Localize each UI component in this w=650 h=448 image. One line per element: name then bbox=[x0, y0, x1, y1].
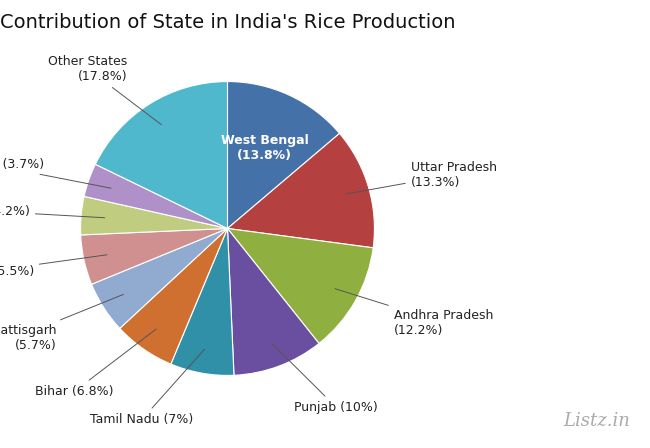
Wedge shape bbox=[96, 82, 228, 228]
Title: Contribution of State in India's Rice Production: Contribution of State in India's Rice Pr… bbox=[0, 13, 455, 32]
Wedge shape bbox=[171, 228, 234, 375]
Wedge shape bbox=[227, 134, 374, 248]
Wedge shape bbox=[227, 228, 373, 344]
Text: Uttar Pradesh
(13.3%): Uttar Pradesh (13.3%) bbox=[346, 161, 497, 194]
Wedge shape bbox=[81, 196, 227, 235]
Wedge shape bbox=[227, 228, 319, 375]
Wedge shape bbox=[227, 82, 339, 228]
Text: Assam (4.2%): Assam (4.2%) bbox=[0, 205, 105, 218]
Wedge shape bbox=[92, 228, 228, 328]
Text: Other States
(17.8%): Other States (17.8%) bbox=[49, 55, 161, 125]
Text: Karnataka (3.7%): Karnataka (3.7%) bbox=[0, 158, 111, 188]
Text: Listz.in: Listz.in bbox=[564, 412, 630, 430]
Text: Punjab (10%): Punjab (10%) bbox=[272, 343, 378, 414]
Text: Bihar (6.8%): Bihar (6.8%) bbox=[36, 329, 156, 398]
Text: Odisha (5.5%): Odisha (5.5%) bbox=[0, 255, 107, 278]
Text: Chhattisgarh
(5.7%): Chhattisgarh (5.7%) bbox=[0, 294, 124, 352]
Text: Tamil Nadu (7%): Tamil Nadu (7%) bbox=[90, 349, 205, 426]
Wedge shape bbox=[81, 228, 227, 284]
Wedge shape bbox=[120, 228, 228, 364]
Wedge shape bbox=[84, 164, 228, 228]
Text: West Bengal
(13.8%): West Bengal (13.8%) bbox=[220, 134, 308, 163]
Text: Andhra Pradesh
(12.2%): Andhra Pradesh (12.2%) bbox=[335, 289, 493, 336]
